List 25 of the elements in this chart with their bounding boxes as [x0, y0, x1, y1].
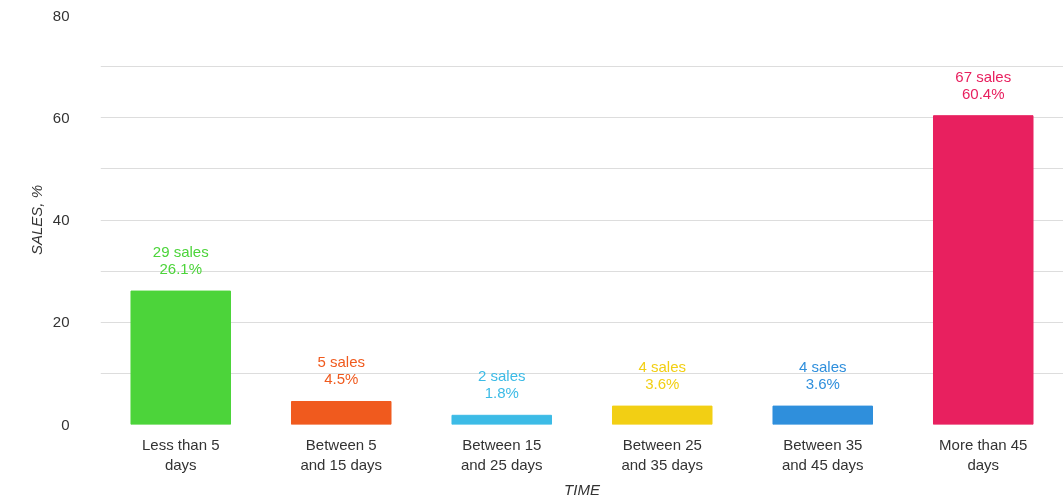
x-tick-label: More than 45 days: [939, 435, 1028, 473]
bar: [772, 405, 874, 425]
bar: [611, 405, 713, 425]
data-label: 4 sales 3.6%: [638, 358, 687, 393]
bar: [932, 115, 1034, 425]
y-tick-label: 20: [52, 313, 70, 331]
data-label: 5 sales 4.5%: [317, 353, 366, 388]
data-label: 2 sales 1.8%: [477, 367, 526, 402]
y-tick-label: 80: [52, 6, 70, 24]
bar: [290, 400, 392, 425]
data-label: 67 sales 60.4%: [955, 67, 1012, 102]
x-tick-label: Between 15 and 25 days: [460, 435, 543, 473]
x-axis-title: TIME: [564, 480, 601, 498]
y-tick-label: 60: [52, 108, 70, 126]
y-tick-label: 40: [52, 211, 70, 228]
data-label: 29 sales 26.1%: [152, 243, 209, 278]
bar: [130, 290, 232, 425]
y-axis-title: SALES, %: [27, 184, 45, 256]
x-tick-label: Between 25 and 35 days: [621, 435, 704, 473]
y-tick-label: 0: [61, 415, 70, 433]
x-tick-label: Less than 5 days: [141, 435, 220, 473]
data-label: 4 sales 3.6%: [798, 358, 847, 393]
x-tick-label: Between 35 and 45 days: [781, 435, 864, 473]
bar: [451, 414, 553, 425]
x-tick-label: Between 5 and 15 days: [300, 435, 383, 473]
